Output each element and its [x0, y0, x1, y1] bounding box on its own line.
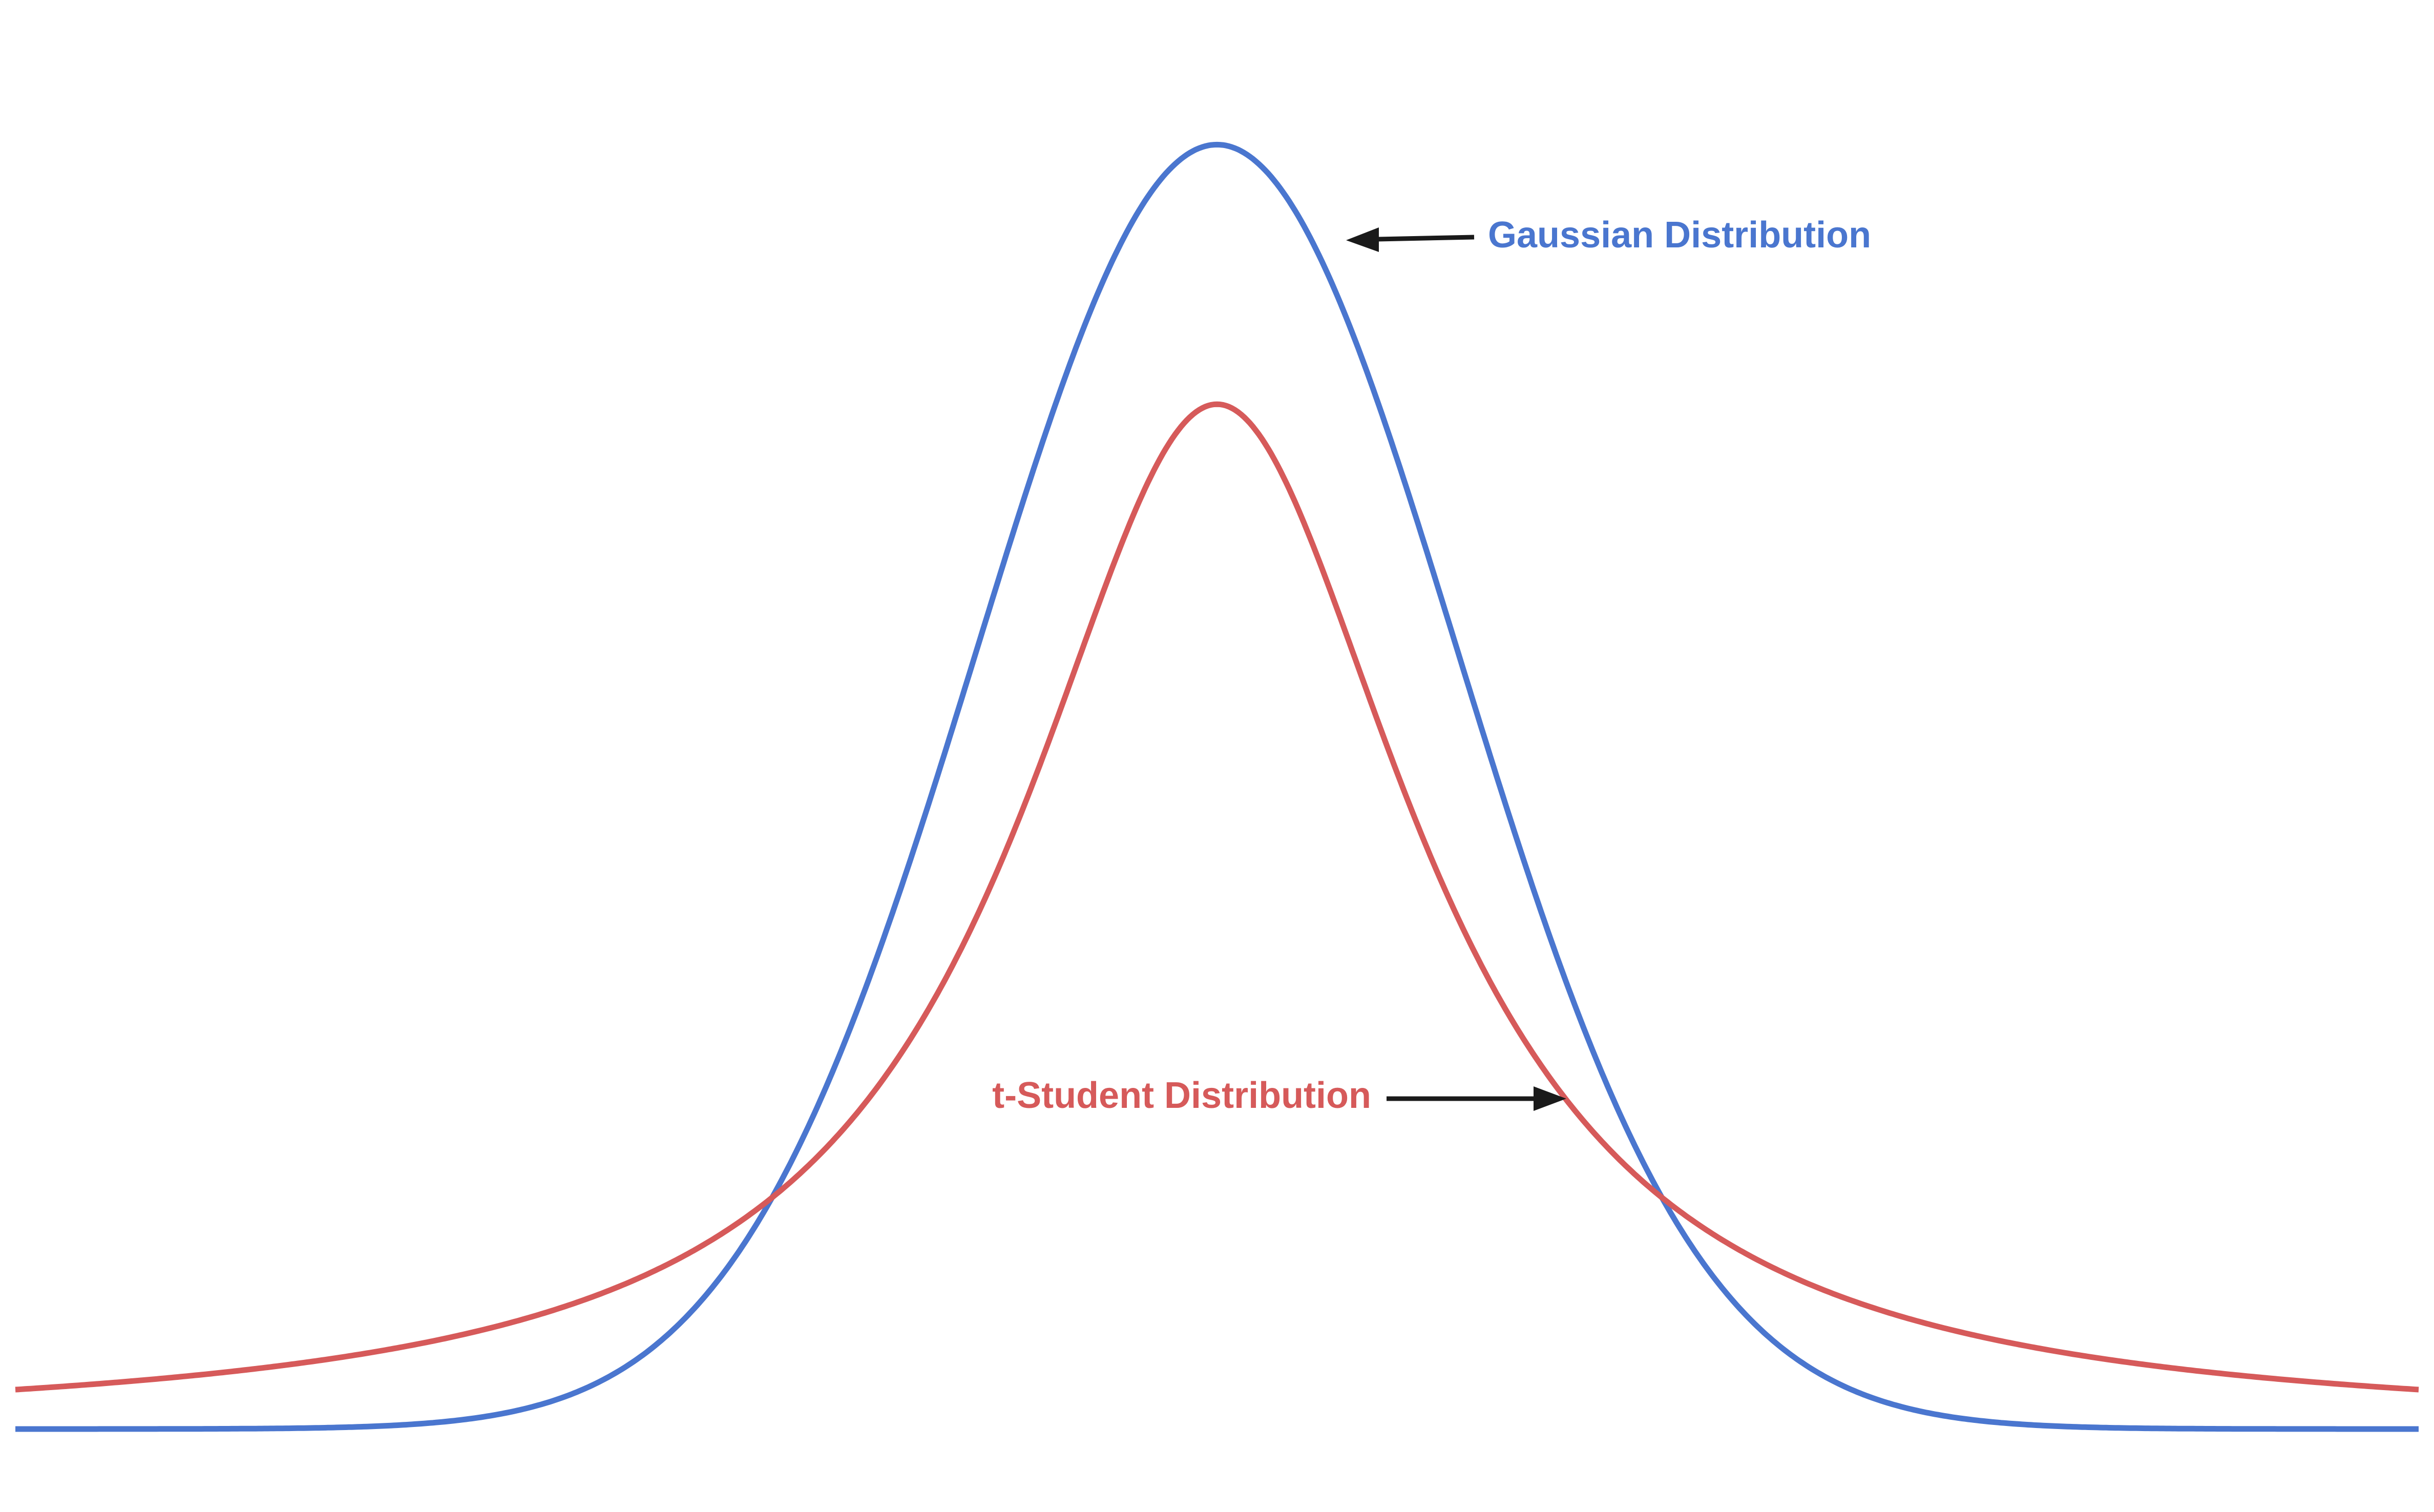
gaussian-annotation: Gaussian Distribution: [1346, 215, 1871, 256]
t-student-annotation: t-Student Distribution: [992, 1075, 1566, 1116]
gaussian-curve: [15, 144, 2419, 1429]
gaussian-arrow-line: [1378, 237, 1474, 239]
t-student-curve: [15, 404, 2419, 1390]
t-student-label: t-Student Distribution: [992, 1075, 1371, 1116]
gaussian-arrow-head: [1346, 227, 1379, 252]
gaussian-label: Gaussian Distribution: [1488, 215, 1871, 256]
